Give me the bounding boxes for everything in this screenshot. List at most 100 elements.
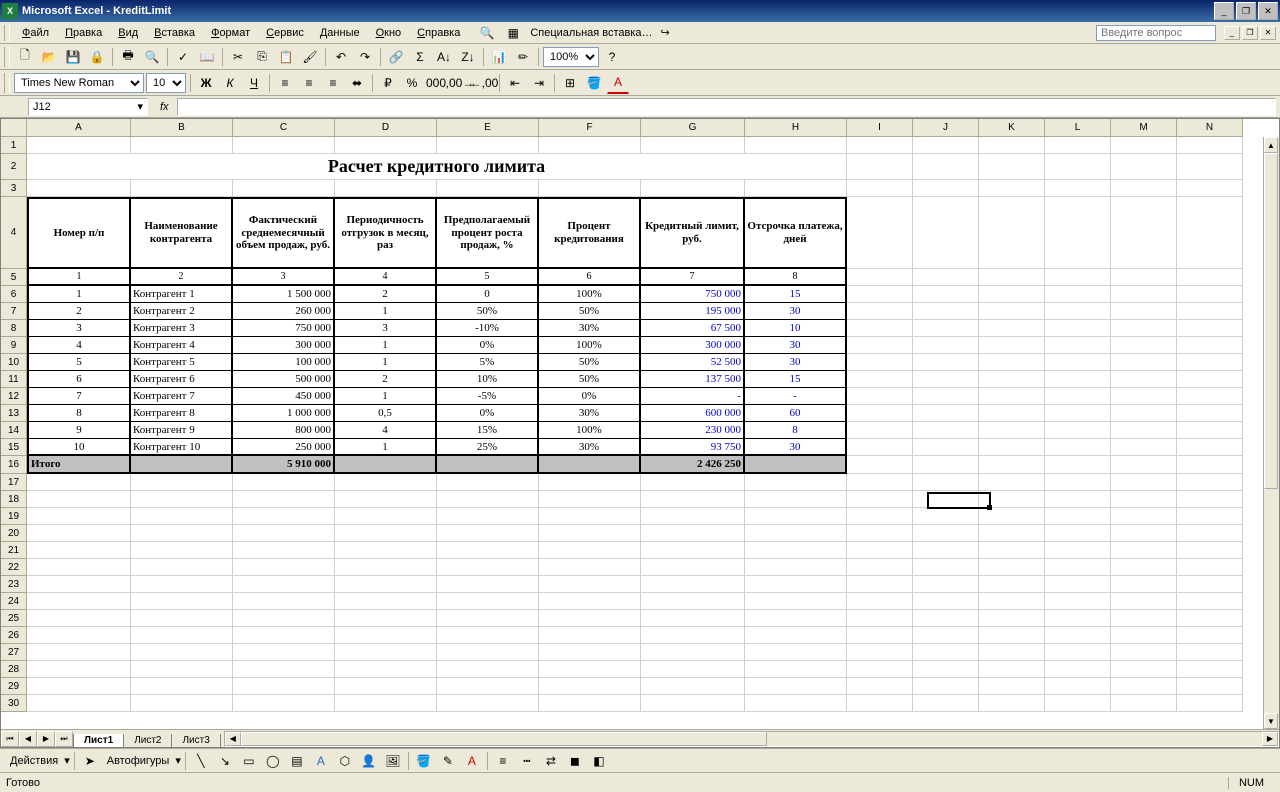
cell[interactable] [1177, 559, 1243, 576]
cell[interactable] [1111, 405, 1177, 422]
cell[interactable] [437, 593, 539, 610]
cell[interactable] [1045, 610, 1111, 627]
cell[interactable] [979, 154, 1045, 180]
cell[interactable] [131, 661, 233, 678]
cell[interactable] [1045, 644, 1111, 661]
cell[interactable] [437, 508, 539, 525]
cell[interactable] [27, 508, 131, 525]
cell[interactable] [1045, 388, 1111, 405]
cell[interactable] [1177, 508, 1243, 525]
col-header-D[interactable]: D [335, 119, 437, 137]
cell[interactable]: 1 [335, 303, 437, 320]
cell[interactable] [335, 137, 437, 154]
font-color-icon[interactable]: A [607, 72, 629, 94]
cell[interactable] [335, 644, 437, 661]
cell[interactable]: 5 [27, 354, 131, 371]
cell[interactable]: 2 426 250 [641, 456, 745, 474]
cell[interactable] [1045, 422, 1111, 439]
cell[interactable] [1111, 180, 1177, 197]
cell[interactable]: 5 [437, 269, 539, 286]
cell[interactable] [641, 137, 745, 154]
cell[interactable] [979, 269, 1045, 286]
cell[interactable] [335, 593, 437, 610]
cell[interactable]: Контрагент 2 [131, 303, 233, 320]
cell[interactable] [913, 695, 979, 712]
inc-indent-icon[interactable]: ⇥ [528, 72, 550, 94]
fill-shape-icon[interactable]: 🪣 [413, 750, 435, 772]
cell[interactable] [1177, 405, 1243, 422]
row-header-7[interactable]: 7 [1, 303, 27, 320]
row-header-20[interactable]: 20 [1, 525, 27, 542]
cell[interactable] [131, 695, 233, 712]
cell[interactable]: 100 000 [233, 354, 335, 371]
cell[interactable] [1177, 576, 1243, 593]
cell[interactable] [539, 542, 641, 559]
cell[interactable] [1177, 422, 1243, 439]
cell[interactable] [27, 559, 131, 576]
cell[interactable] [27, 661, 131, 678]
cell[interactable]: 30 [745, 439, 847, 456]
cell[interactable] [233, 491, 335, 508]
cell[interactable] [913, 627, 979, 644]
open-icon[interactable]: 📂 [38, 46, 60, 68]
cell[interactable] [1177, 337, 1243, 354]
cell[interactable] [131, 627, 233, 644]
cell[interactable] [437, 644, 539, 661]
col-header-J[interactable]: J [913, 119, 979, 137]
row-header-26[interactable]: 26 [1, 627, 27, 644]
cell[interactable] [913, 542, 979, 559]
cell[interactable] [1111, 627, 1177, 644]
cell[interactable] [847, 456, 913, 474]
line-icon[interactable]: ╲ [190, 750, 212, 772]
col-header-H[interactable]: H [745, 119, 847, 137]
cell[interactable] [131, 644, 233, 661]
cell[interactable] [335, 678, 437, 695]
toolbar-grip[interactable] [4, 47, 10, 67]
cell[interactable] [745, 576, 847, 593]
cell[interactable] [847, 525, 913, 542]
cell[interactable] [1177, 456, 1243, 474]
arrow-shape-icon[interactable]: ↘ [214, 750, 236, 772]
cell[interactable] [745, 491, 847, 508]
cell[interactable]: 8 [27, 405, 131, 422]
cell[interactable]: 7 [27, 388, 131, 405]
cell[interactable] [437, 678, 539, 695]
cell[interactable]: Контрагент 3 [131, 320, 233, 337]
cell[interactable] [913, 405, 979, 422]
borders-icon[interactable]: ⊞ [559, 72, 581, 94]
cell[interactable] [131, 559, 233, 576]
cell[interactable]: 50% [437, 303, 539, 320]
menu-Справка[interactable]: Справка [409, 25, 468, 41]
save-icon[interactable]: 💾 [62, 46, 84, 68]
doc-close-button[interactable]: ✕ [1260, 26, 1276, 40]
arrow-icon[interactable]: ↪ [659, 25, 672, 40]
cell[interactable]: 4 [27, 337, 131, 354]
copy-icon[interactable]: ⎘ [251, 46, 273, 68]
cell[interactable]: 8 [745, 269, 847, 286]
cell[interactable] [335, 559, 437, 576]
cell[interactable] [979, 610, 1045, 627]
cell[interactable] [539, 180, 641, 197]
table-header[interactable]: Наименование контрагента [131, 197, 233, 269]
cell[interactable] [847, 610, 913, 627]
cell[interactable] [1045, 320, 1111, 337]
cell[interactable] [913, 439, 979, 456]
cell[interactable] [27, 593, 131, 610]
cell[interactable] [335, 576, 437, 593]
cell[interactable] [913, 286, 979, 303]
col-header-A[interactable]: A [27, 119, 131, 137]
cell[interactable] [131, 474, 233, 491]
cell[interactable]: -5% [437, 388, 539, 405]
row-header-4[interactable]: 4 [1, 197, 27, 269]
first-sheet-icon[interactable]: ⏮ [1, 731, 19, 747]
cell[interactable] [131, 576, 233, 593]
cell[interactable] [1045, 456, 1111, 474]
cell[interactable] [979, 644, 1045, 661]
cell[interactable] [131, 525, 233, 542]
cell[interactable] [847, 405, 913, 422]
cell[interactable] [1111, 286, 1177, 303]
cell[interactable]: 1 [335, 354, 437, 371]
cell[interactable] [1177, 610, 1243, 627]
cell[interactable] [979, 354, 1045, 371]
cell[interactable]: 230 000 [641, 422, 745, 439]
